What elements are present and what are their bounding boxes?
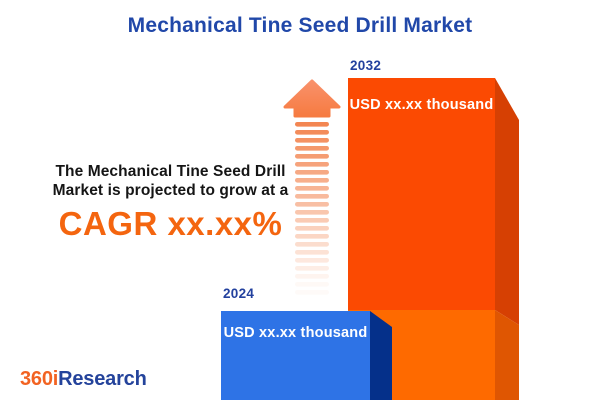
bar-2032-value-label: USD xx.xx thousand bbox=[349, 97, 494, 113]
growth-arrow-head bbox=[283, 79, 341, 118]
bar-2032 bbox=[348, 78, 519, 400]
growth-description-line1: The Mechanical Tine Seed Drill bbox=[55, 163, 286, 180]
growth-arrow-stripe bbox=[295, 290, 329, 295]
growth-arrow-stripe bbox=[295, 242, 329, 247]
growth-arrow-stripe bbox=[295, 178, 329, 183]
growth-description: The Mechanical Tine Seed Drill Market is… bbox=[28, 162, 313, 243]
growth-arrow-stripe bbox=[295, 130, 329, 135]
growth-arrow-stripe bbox=[295, 226, 329, 231]
bar-2024-side bbox=[370, 311, 392, 400]
growth-arrow-stripe bbox=[295, 210, 329, 215]
growth-arrow bbox=[283, 79, 341, 295]
bar-2024-year-label: 2024 bbox=[223, 286, 255, 301]
bar-2032-year-label: 2032 bbox=[350, 58, 382, 73]
growth-description-line2: Market is projected to grow at a bbox=[52, 182, 289, 199]
growth-arrow-stripe bbox=[295, 162, 329, 167]
bar-2032-side-upper bbox=[495, 78, 519, 325]
bar-2032-front-upper bbox=[348, 78, 495, 310]
bar-2024-value-label: USD xx.xx thousand bbox=[223, 325, 368, 341]
bar-2024 bbox=[221, 311, 392, 400]
logo-part-360i: 360i bbox=[20, 368, 59, 390]
growth-arrow-stripe bbox=[295, 170, 329, 175]
growth-arrow-stripe bbox=[295, 186, 329, 191]
page-title: Mechanical Tine Seed Drill Market bbox=[127, 14, 473, 37]
growth-arrow-stripes bbox=[295, 122, 329, 295]
logo-360iresearch: 360iResearch bbox=[20, 368, 147, 391]
logo-part-research: Research bbox=[58, 368, 147, 390]
growth-arrow-stripe bbox=[295, 218, 329, 223]
growth-arrow-stripe bbox=[295, 122, 329, 127]
growth-arrow-stripe bbox=[295, 266, 329, 271]
growth-arrow-stripe bbox=[295, 250, 329, 255]
growth-arrow-stripe bbox=[295, 194, 329, 199]
growth-arrow-stripe bbox=[295, 234, 329, 239]
growth-arrow-stripe bbox=[295, 202, 329, 207]
growth-arrow-stripe bbox=[295, 138, 329, 143]
growth-arrow-stripe bbox=[295, 282, 329, 287]
bar-2024-front bbox=[221, 311, 370, 400]
bar-2032-side-lower bbox=[495, 310, 519, 400]
growth-arrow-stripe bbox=[295, 146, 329, 151]
growth-arrow-stripe bbox=[295, 154, 329, 159]
growth-arrow-stripe bbox=[295, 274, 329, 279]
growth-arrow-stripe bbox=[295, 258, 329, 263]
cagr-value: CAGR xx.xx% bbox=[58, 205, 283, 242]
